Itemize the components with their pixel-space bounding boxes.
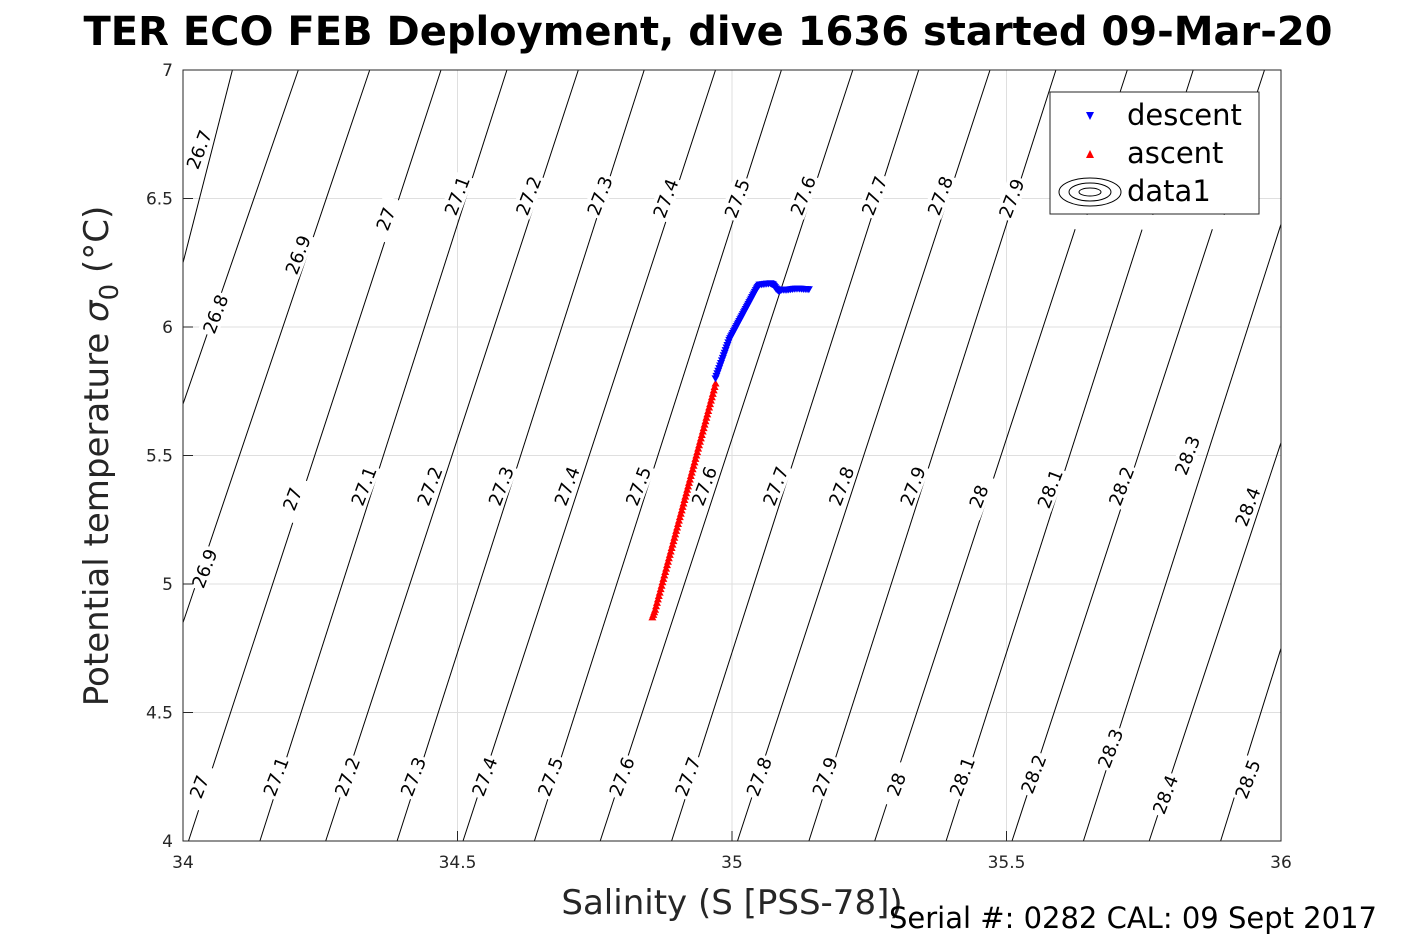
contour-label-mask	[741, 752, 776, 801]
contour-label-mask	[274, 474, 310, 523]
contour-label-mask	[823, 461, 859, 511]
contour-label-mask	[1092, 724, 1128, 773]
y-axis-label-symbol: σ	[77, 299, 117, 322]
contour-label-mask	[510, 171, 546, 220]
x-tick-label: 34.5	[439, 853, 477, 873]
legend-box	[1049, 91, 1260, 215]
contour-label-mask	[719, 174, 754, 223]
legend-data1-label: data1	[1127, 174, 1211, 208]
y-tick-label: 5	[162, 575, 173, 595]
contour-label-mask	[395, 752, 430, 801]
isopycnal-26.8	[182, 69, 299, 405]
contour-label-mask	[582, 171, 617, 220]
contour-label-mask	[895, 461, 930, 511]
contour-label-mask	[329, 752, 364, 801]
x-tick-label: 36	[1270, 853, 1292, 873]
isopycnal-26.7	[182, 69, 233, 263]
isopycnal-26.9	[182, 69, 371, 623]
isopycnal-28.5	[1220, 648, 1282, 842]
contour-label-mask	[186, 544, 222, 593]
contour-label-mask	[878, 760, 913, 809]
contour-label-mask	[647, 174, 683, 223]
contour-label-mask	[181, 125, 216, 174]
ascent-point	[711, 379, 720, 387]
legend-data1-marker	[1058, 177, 1122, 207]
contour-label-mask	[532, 752, 568, 801]
contour-label-mask	[856, 171, 891, 220]
legend-descent-marker	[1086, 112, 1094, 120]
contour-label-mask	[960, 472, 996, 521]
contour-label-mask	[922, 171, 957, 220]
contour-label-mask	[669, 752, 705, 801]
contour-label-mask	[604, 752, 639, 801]
contour-label-mask	[1032, 464, 1067, 513]
contour-label-mask	[1229, 754, 1265, 804]
contour-label-mask	[1229, 482, 1265, 531]
x-tick-label: 35.5	[988, 853, 1026, 873]
y-tick-label: 4.5	[146, 704, 173, 724]
contour-label-mask	[785, 171, 820, 220]
y-tick-label: 5.5	[146, 447, 173, 467]
contour-label-mask	[346, 461, 381, 511]
ascent-series	[648, 379, 720, 621]
contour-label-mask	[620, 461, 655, 511]
y-tick-label: 7	[162, 61, 173, 81]
contour-label-mask	[1147, 770, 1182, 819]
legend-descent-label: descent	[1127, 98, 1242, 132]
contour-label-mask	[944, 752, 979, 801]
isopycnal-27	[188, 69, 442, 842]
contour-label-mask	[686, 461, 721, 511]
x-axis-ticks: 34 34.5 35 35.5 36	[172, 831, 1292, 873]
legend: descent ascent data1	[1049, 91, 1260, 215]
contour-label-mask	[439, 171, 474, 220]
descent-point	[804, 286, 813, 294]
y-tick-label: 6.5	[146, 190, 173, 210]
contour-label-mask	[280, 230, 315, 279]
contour-label-mask	[483, 461, 518, 511]
contour-label-mask	[181, 762, 216, 811]
contour-label-mask	[549, 461, 584, 511]
contour-label-mask	[197, 289, 233, 338]
contour-label-mask	[993, 174, 1029, 223]
contour-label-mask	[807, 752, 842, 801]
y-axis-label-unit: (°C)	[77, 206, 117, 284]
y-axis-label-subscript: 0	[95, 284, 125, 301]
contour-label-mask	[1015, 749, 1051, 798]
contour-label-mask	[466, 752, 502, 801]
y-tick-label: 6	[162, 318, 173, 338]
serial-caption: Serial #: 0282 CAL: 09 Sept 2017	[889, 901, 1377, 935]
y-axis-label: Potential temperature σ0 (°C)	[77, 206, 125, 706]
contour-label-group: 27	[367, 194, 403, 243]
contour-label-mask	[367, 194, 403, 243]
y-axis-ticks: 4 4.5 5 5.5 6 6.5 7	[146, 61, 193, 852]
y-axis-label-text: Potential temperature	[77, 322, 117, 706]
chart-title: TER ECO FEB Deployment, dive 1636 starte…	[83, 9, 1332, 55]
contour-label-mask	[757, 461, 793, 511]
contour-label-mask	[1169, 431, 1204, 480]
descent-series	[711, 280, 813, 383]
x-tick-label: 35	[721, 853, 743, 873]
x-tick-label: 34	[172, 853, 194, 873]
legend-ascent-marker	[1086, 150, 1094, 158]
legend-ascent-label: ascent	[1127, 136, 1223, 170]
x-axis-label: Salinity (S [PSS-78])	[561, 883, 902, 923]
y-tick-label: 4	[162, 832, 173, 852]
contour-label-mask	[258, 752, 293, 801]
contour-label-mask	[411, 461, 447, 511]
contour-label-mask	[1103, 461, 1139, 511]
